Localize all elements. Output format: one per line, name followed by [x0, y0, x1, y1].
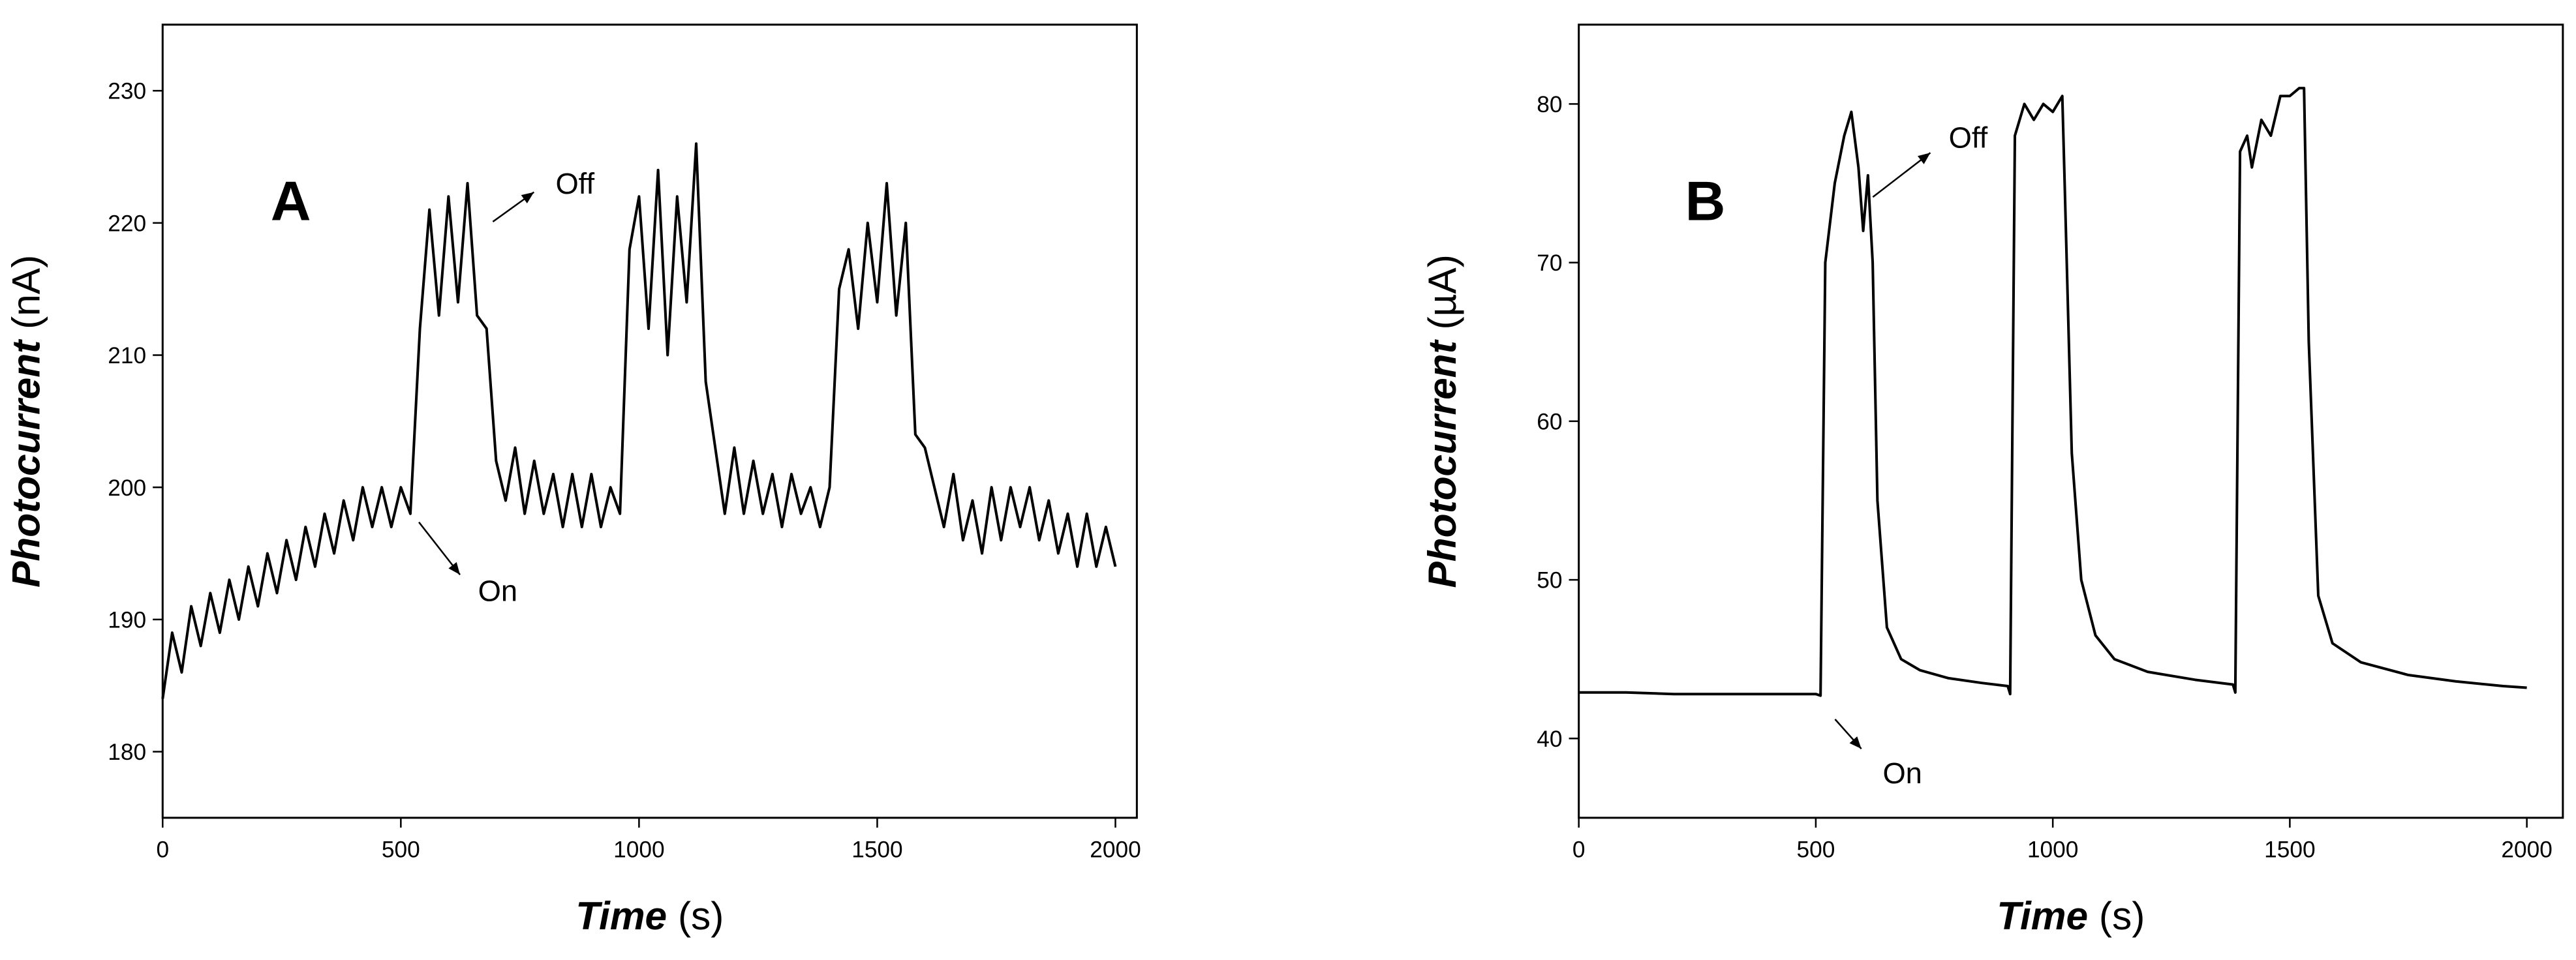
- y-tick-label: 70: [1537, 250, 1562, 276]
- y-axis-label: Photocurrent (nA): [3, 255, 48, 588]
- y-tick-label: 220: [108, 211, 146, 236]
- y-axis-label-unit: (nA): [3, 255, 48, 329]
- x-tick-label: 1000: [613, 837, 664, 862]
- x-tick-label: 1000: [2027, 837, 2078, 862]
- x-axis-label-unit: (s): [678, 893, 724, 938]
- y-tick-label: 180: [108, 740, 146, 765]
- x-tick-label: 1500: [851, 837, 902, 862]
- y-axis-label: Photocurrent (µA): [1420, 254, 1464, 588]
- data-line: [161, 142, 1117, 699]
- x-tick-label: 500: [382, 837, 420, 862]
- data-line: [1578, 87, 2527, 697]
- y-axis-label-main: Photocurrent: [1420, 338, 1464, 588]
- y-tick-label: 60: [1537, 409, 1562, 434]
- y-axis-label-unit: (µA): [1420, 254, 1464, 329]
- annotation: On: [478, 575, 517, 608]
- x-axis-label-main: Time: [575, 893, 667, 938]
- x-tick-label: 2000: [2501, 837, 2552, 862]
- x-axis-label: Time (s): [575, 893, 724, 938]
- x-tick-label: 2000: [1090, 837, 1141, 862]
- y-tick-label: 230: [108, 79, 146, 104]
- y-tick-label: 190: [108, 607, 146, 633]
- plot-frame: [161, 23, 1138, 819]
- y-tick-label: 40: [1537, 727, 1562, 752]
- y-axis-label-main: Photocurrent: [3, 338, 48, 588]
- x-axis-label-unit: (s): [2099, 893, 2145, 938]
- y-tick-label: 210: [108, 343, 146, 368]
- arrow-head: [1918, 153, 1931, 164]
- annotation: Off: [555, 167, 594, 200]
- annotation: On: [1882, 757, 1922, 790]
- arrow-head: [521, 192, 534, 203]
- x-tick-label: 0: [156, 837, 169, 862]
- x-axis-label-main: Time: [1997, 893, 2088, 938]
- panel-label: B: [1685, 170, 1726, 232]
- x-tick-label: 500: [1796, 837, 1835, 862]
- arrow-head: [1849, 736, 1862, 749]
- x-tick-label: 0: [1572, 837, 1586, 862]
- panel-label: A: [271, 170, 311, 232]
- x-axis-label: Time (s): [1997, 893, 2145, 938]
- x-tick-label: 1500: [2264, 837, 2315, 862]
- y-tick-label: 80: [1537, 92, 1562, 117]
- y-tick-label: 50: [1537, 568, 1562, 593]
- annotation: Off: [1949, 121, 1988, 155]
- arrow-head: [448, 562, 460, 575]
- y-tick-label: 200: [108, 475, 146, 501]
